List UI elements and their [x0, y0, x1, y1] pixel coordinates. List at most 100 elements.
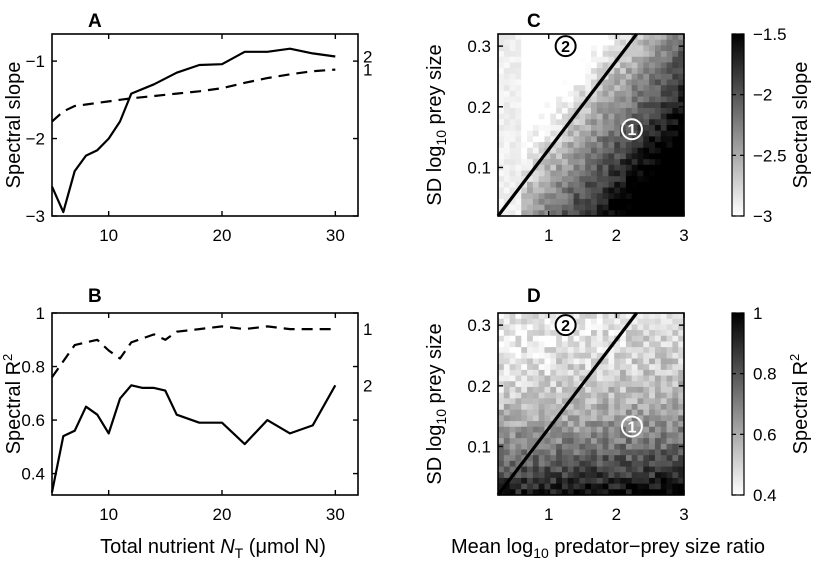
panel-c-heat-cell — [654, 85, 662, 92]
panel-d-heat-cell — [591, 358, 598, 365]
panel-d-heat-cell — [579, 432, 586, 439]
panel-c-heat-cell — [544, 198, 551, 206]
panel-c-heat-cell — [521, 187, 528, 194]
panel-d-heat-cell — [515, 381, 522, 388]
panel-c-heat-cell — [515, 73, 522, 80]
panel-d-heat-cell — [596, 421, 604, 428]
panel-c-heat-cell — [660, 68, 667, 75]
panel-c-heat-cell — [620, 170, 627, 177]
panel-d-heat-cell — [631, 489, 638, 496]
panel-c-heat-cell — [521, 45, 528, 52]
panel-c-heat-cell — [567, 142, 574, 149]
panel-c-heat-cell — [625, 85, 633, 92]
panel-c-heat-cell — [608, 107, 615, 115]
panel-d-heat-cell — [654, 432, 662, 439]
panel-d-heat-cell — [625, 341, 633, 348]
panel-d-heat-cell — [654, 375, 662, 382]
panel-c-heat-cell — [515, 68, 522, 75]
panel-c-heat-cell — [666, 147, 673, 154]
panel-c-heat-cell — [614, 79, 621, 86]
panel-d-heat-cell — [649, 375, 656, 382]
panel-d-heat-cell — [591, 443, 598, 450]
panel-c-heat-cell — [544, 39, 551, 46]
panel-d-heat-cell — [666, 438, 673, 445]
panel-c-heat-cell — [602, 39, 609, 46]
panel-c-heat-cell — [567, 153, 574, 160]
panel-d-heat-cell — [573, 455, 580, 462]
panel-c-heat-cell — [614, 210, 621, 217]
panel-c-heat-cell — [538, 147, 545, 154]
panel-d-heat-cell — [521, 330, 528, 337]
panel-c-heat-cell — [654, 193, 662, 200]
panel-c-heat-cell — [527, 125, 534, 132]
panel-d-region-2-label: 2 — [561, 318, 570, 335]
panel-d-heat-cell — [620, 432, 627, 439]
panel-c-heat-cell — [678, 142, 685, 149]
panel-d-heat-cell — [538, 409, 545, 416]
panel-d-heat-cell — [649, 313, 656, 320]
panel-c-heat-cell — [614, 125, 621, 132]
panel-d-heat-cell — [620, 438, 627, 445]
panel-d-heat-cell — [649, 426, 656, 433]
panel-d-heat-cell — [573, 375, 580, 382]
panel-d-xlabel: Mean log10 predator−prey size ratio — [451, 536, 765, 561]
panel-c-heat-cell — [649, 107, 656, 115]
panel-c-heat-cell — [614, 130, 621, 137]
panel-d-heat-cell — [614, 330, 621, 337]
panel-c-heat-cell — [556, 142, 563, 149]
panel-d-colorbar-tick-label: 1 — [753, 304, 762, 323]
panel-c-heat-cell — [544, 45, 551, 52]
panel-d-heat-cell — [498, 381, 505, 388]
panel-d-heat-cell — [503, 432, 511, 439]
panel-c-heat-cell — [608, 51, 615, 58]
panel-d-heat-cell — [503, 489, 511, 496]
panel-c-heat-cell — [532, 125, 540, 132]
panel-c-heat-cell — [625, 153, 633, 160]
panel-d-boundary-line — [496, 312, 638, 496]
panel-c-heat-cell — [567, 96, 574, 103]
panel-c-heat-cell — [660, 210, 667, 217]
panel-c-heat-cell — [654, 62, 662, 69]
panel-c-heat-cell — [556, 85, 563, 92]
panel-c-heat-cell — [660, 39, 667, 46]
panel-d-heat-cell — [532, 455, 540, 462]
panel-d-heat-cell — [649, 392, 656, 399]
panel-d-heat-cell — [637, 483, 644, 490]
panel-c-heat-cell — [550, 193, 557, 200]
panel-d-heat-cell — [649, 432, 656, 439]
panel-c-heat-cell — [509, 119, 516, 126]
panel-d-heat-cell — [631, 483, 638, 490]
panel-c-heat-cell — [631, 193, 638, 200]
panel-d-heat-cell — [550, 369, 557, 376]
panel-d-heat-cell — [521, 347, 528, 354]
panel-c-heat-cell — [660, 164, 667, 171]
panel-d-heat-cell — [631, 398, 638, 405]
panel-c-heat-cell — [660, 107, 667, 115]
panel-c-heat-cell — [550, 73, 557, 80]
panel-c-heat-cell — [637, 62, 644, 69]
panel-c-heat-cell — [515, 85, 522, 92]
panel-c-heat-cell — [532, 102, 540, 109]
panel-d-heat-cell — [614, 352, 621, 359]
panel-d-heat-cell — [602, 455, 609, 462]
panel-d-heat-cell — [654, 364, 662, 371]
panel-d-heat-cell — [585, 460, 592, 467]
panel-c-heat-cell — [538, 187, 545, 194]
panel-d-heat-cell — [556, 449, 563, 456]
panel-d-heat-cell — [649, 335, 656, 342]
panel-c-heat-cell — [678, 204, 685, 211]
panel-d-heat-cell — [503, 449, 511, 456]
panel-d-heat-cell — [550, 460, 557, 467]
panel-d-heat-cell — [509, 330, 516, 337]
panel-d-heat-cell — [498, 341, 505, 348]
panel-d-heat-cell — [561, 483, 569, 490]
panel-c-heat-cell — [666, 102, 673, 109]
panel-c-heat-cell — [527, 102, 534, 109]
panel-c-heat-cell — [527, 142, 534, 149]
panel-d-heat-cell — [567, 449, 574, 456]
panel-c-heat-cell — [544, 170, 551, 177]
panel-d-heat-cell — [509, 483, 516, 490]
panel-d-heat-cell — [585, 455, 592, 462]
panel-d-heat-cell — [573, 483, 580, 490]
panel-d-heat-cell — [585, 347, 592, 354]
